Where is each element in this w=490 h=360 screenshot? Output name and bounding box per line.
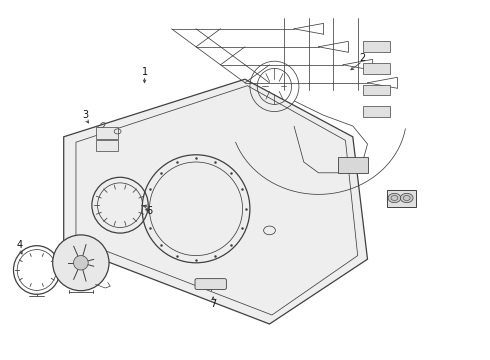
FancyBboxPatch shape — [96, 127, 118, 139]
FancyBboxPatch shape — [195, 279, 226, 289]
Circle shape — [388, 193, 401, 203]
Polygon shape — [64, 79, 368, 324]
Text: 3: 3 — [83, 110, 89, 120]
FancyBboxPatch shape — [363, 63, 390, 74]
Text: 4: 4 — [17, 240, 23, 250]
Text: 5: 5 — [83, 278, 89, 288]
FancyBboxPatch shape — [363, 41, 390, 52]
Text: 1: 1 — [142, 67, 147, 77]
FancyBboxPatch shape — [387, 190, 416, 207]
Text: 2: 2 — [360, 53, 366, 63]
Text: 6: 6 — [147, 206, 152, 216]
FancyBboxPatch shape — [338, 157, 368, 173]
FancyBboxPatch shape — [363, 85, 390, 95]
FancyBboxPatch shape — [96, 140, 118, 151]
Circle shape — [400, 193, 413, 203]
Ellipse shape — [53, 235, 109, 291]
Text: 8: 8 — [409, 192, 415, 202]
Ellipse shape — [74, 256, 88, 270]
FancyBboxPatch shape — [363, 106, 390, 117]
Text: 7: 7 — [210, 299, 216, 309]
